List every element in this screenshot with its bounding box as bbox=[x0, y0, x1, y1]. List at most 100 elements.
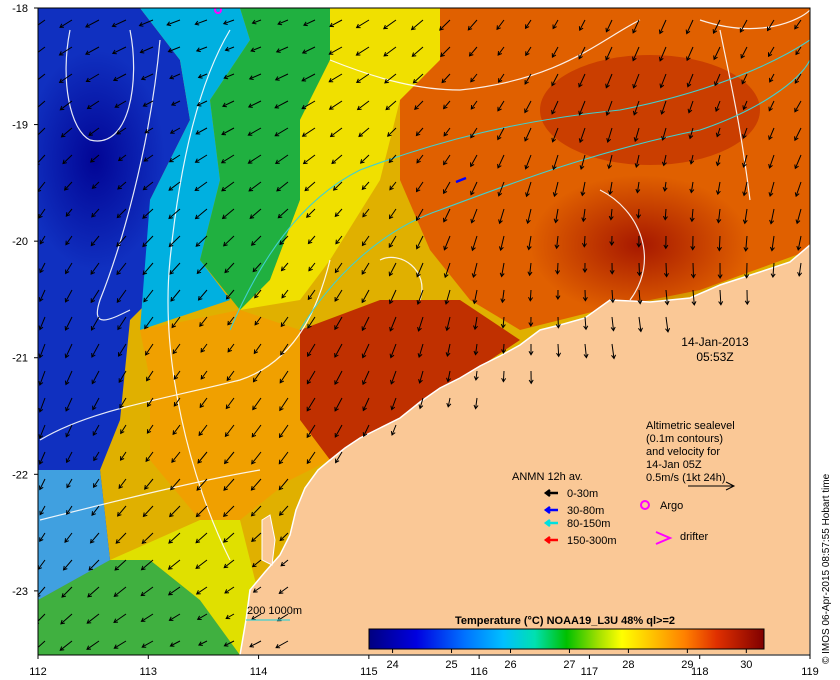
velocity-arrow bbox=[306, 397, 316, 412]
velocity-arrow bbox=[168, 208, 181, 220]
velocity-arrow bbox=[280, 559, 289, 567]
velocity-arrow bbox=[328, 100, 343, 110]
cyan-band-region bbox=[140, 8, 250, 330]
velocity-arrow bbox=[301, 73, 316, 82]
velocity-arrow bbox=[194, 154, 208, 163]
altimetry-note-line: Altimetric sealevel bbox=[646, 420, 735, 432]
velocity-arrow bbox=[167, 586, 181, 596]
velocity-arrow bbox=[608, 208, 614, 221]
shelf-orange-region bbox=[140, 310, 330, 520]
velocity-arrow bbox=[170, 289, 181, 302]
velocity-arrow bbox=[470, 154, 478, 168]
velocity-arrow bbox=[250, 235, 262, 246]
velocity-arrow bbox=[716, 235, 722, 252]
velocity-arrow bbox=[444, 289, 451, 305]
velocity-arrow bbox=[146, 370, 154, 382]
velocity-arrow bbox=[90, 289, 100, 304]
velocity-arrow bbox=[250, 46, 262, 53]
velocity-arrow bbox=[578, 127, 586, 144]
velocity-arrow bbox=[118, 478, 127, 489]
velocity-arrow bbox=[92, 478, 100, 489]
velocity-arrow bbox=[361, 316, 370, 332]
velocity-arrow bbox=[142, 181, 154, 191]
velocity-arrow bbox=[64, 316, 73, 331]
velocity-arrow bbox=[138, 19, 154, 27]
velocity-arrow bbox=[278, 451, 289, 465]
velocity-arrow bbox=[358, 127, 370, 138]
velocity-arrow bbox=[742, 127, 748, 140]
velocity-arrow bbox=[60, 127, 73, 138]
velocity-arrow bbox=[87, 586, 100, 598]
velocity-arrow bbox=[355, 46, 370, 56]
velocity-arrow bbox=[197, 73, 208, 79]
velocity-arrow bbox=[38, 289, 46, 303]
velocity-arrow bbox=[635, 181, 641, 194]
velocity-arrow bbox=[442, 100, 451, 110]
velocity-arrow bbox=[306, 451, 316, 465]
velocity-arrow bbox=[415, 127, 424, 137]
velocity-arrow bbox=[167, 46, 181, 53]
velocity-arrow bbox=[145, 343, 154, 356]
lat-tick-label: -18 bbox=[12, 3, 28, 15]
velocity-arrow bbox=[59, 19, 73, 28]
velocity-arrow bbox=[170, 100, 181, 106]
mooring-marker bbox=[455, 176, 467, 184]
lat-tick-label: -19 bbox=[12, 120, 28, 132]
velocity-arrow bbox=[414, 100, 424, 110]
velocity-arrow bbox=[171, 316, 181, 329]
velocity-arrow bbox=[307, 235, 316, 245]
velocity-arrow bbox=[498, 235, 505, 252]
velocity-arrow bbox=[770, 262, 776, 279]
velocity-arrow bbox=[61, 586, 73, 598]
velocity-arrow bbox=[605, 73, 613, 89]
velocity-arrow bbox=[555, 262, 561, 275]
velocity-arrow bbox=[610, 316, 616, 332]
velocity-arrow bbox=[715, 181, 721, 196]
velocity-arrow bbox=[252, 262, 262, 273]
lon-tick-label: 119 bbox=[801, 666, 819, 678]
velocity-arrow bbox=[278, 478, 289, 491]
velocity-arrow bbox=[38, 586, 46, 597]
velocity-arrow bbox=[253, 343, 262, 355]
velocity-arrow bbox=[302, 154, 316, 165]
velocity-arrow bbox=[332, 181, 343, 191]
velocity-arrow bbox=[166, 19, 181, 27]
legend-arrow bbox=[543, 519, 558, 527]
velocity-arrow bbox=[168, 235, 181, 248]
velocity-arrow bbox=[714, 73, 721, 87]
scale-arrow bbox=[688, 481, 736, 491]
velocity-arrow bbox=[140, 73, 154, 81]
velocity-arrow bbox=[636, 262, 642, 277]
latitude-axis: -18 -19 -20 -21 -22 -23 bbox=[12, 3, 38, 598]
velocity-arrow bbox=[740, 46, 748, 59]
velocity-arrow bbox=[410, 19, 424, 31]
velocity-arrow bbox=[142, 100, 154, 107]
velocity-arrow bbox=[389, 181, 397, 191]
velocity-arrow bbox=[275, 640, 289, 649]
contour-line bbox=[96, 39, 161, 321]
velocity-arrow bbox=[38, 316, 46, 331]
velocity-arrow bbox=[254, 289, 262, 299]
velocity-arrow bbox=[194, 19, 208, 26]
velocity-arrow bbox=[525, 181, 532, 198]
altimetry-note-line: 0.5m/s (1kt 24h) bbox=[646, 472, 725, 484]
velocity-arrow bbox=[440, 46, 451, 58]
velocity-arrow bbox=[199, 316, 208, 327]
legend-arrow bbox=[543, 506, 558, 514]
velocity-arrow bbox=[91, 343, 100, 358]
velocity-arrow bbox=[91, 181, 100, 189]
velocity-arrow bbox=[443, 181, 451, 195]
velocity-arrow bbox=[223, 559, 235, 569]
lat-tick-label: -20 bbox=[12, 236, 28, 248]
velocity-arrow bbox=[334, 289, 343, 302]
velocity-arrow bbox=[499, 262, 505, 278]
cold-core-region bbox=[38, 50, 165, 270]
velocity-arrow bbox=[88, 127, 100, 136]
warm-patch-region bbox=[540, 55, 760, 165]
velocity-arrow bbox=[497, 181, 505, 197]
colorbar-tick-label: 24 bbox=[386, 659, 398, 671]
velocity-arrow bbox=[362, 208, 370, 218]
velocity-arrow bbox=[769, 235, 775, 252]
velocity-arrow bbox=[743, 235, 749, 252]
velocity-arrow bbox=[497, 73, 505, 83]
